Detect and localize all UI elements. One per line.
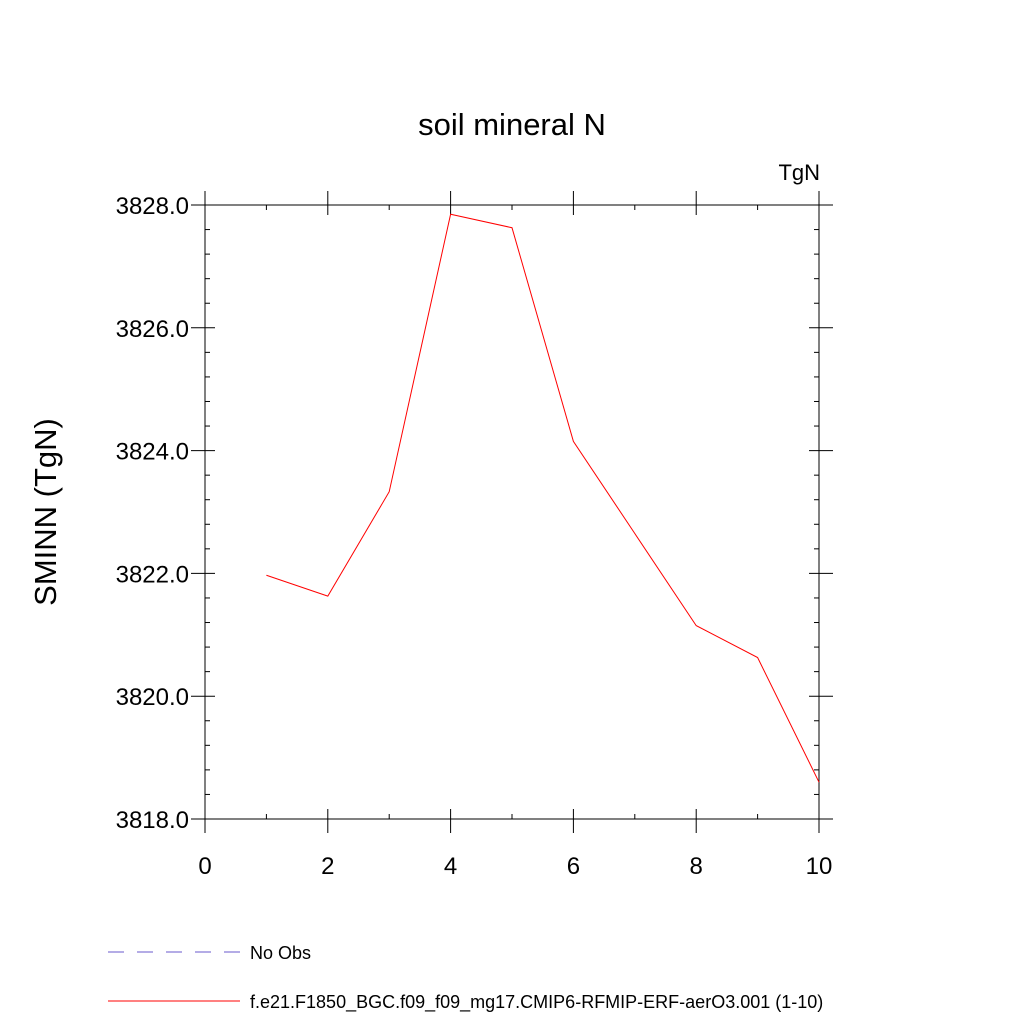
- y-tick-label: 3826.0: [116, 316, 189, 343]
- legend-label-series: f.e21.F1850_BGC.f09_f09_mg17.CMIP6-RFMIP…: [250, 992, 823, 1013]
- x-tick-label: 8: [690, 853, 703, 880]
- x-axis-ticks: 0 2 4 6 8 10: [198, 191, 832, 880]
- x-tick-label: 2: [321, 853, 334, 880]
- plot-frame: [204, 204, 820, 820]
- x-tick-label: 6: [567, 853, 580, 880]
- legend-label-no-obs: No Obs: [250, 943, 311, 963]
- x-tick-label: 10: [806, 853, 833, 880]
- units-label: TgN: [778, 160, 820, 185]
- x-tick-label: 0: [198, 853, 211, 880]
- y-tick-label: 3820.0: [116, 684, 189, 711]
- y-axis-label: SMINN (TgN): [28, 418, 63, 606]
- legend: No Obs f.e21.F1850_BGC.f09_f09_mg17.CMIP…: [108, 943, 823, 1013]
- chart-title: soil mineral N: [418, 107, 606, 142]
- y-tick-label: 3818.0: [116, 807, 189, 834]
- series-line: [266, 213, 820, 783]
- y-tick-label: 3828.0: [116, 193, 189, 220]
- y-tick-label: 3822.0: [116, 561, 189, 588]
- x-tick-label: 4: [444, 853, 457, 880]
- y-axis-ticks: 3818.0 3820.0 3822.0 3824.0 3826.0 3828.0: [116, 193, 833, 834]
- series-layer: [266, 213, 820, 783]
- y-tick-label: 3824.0: [116, 439, 189, 466]
